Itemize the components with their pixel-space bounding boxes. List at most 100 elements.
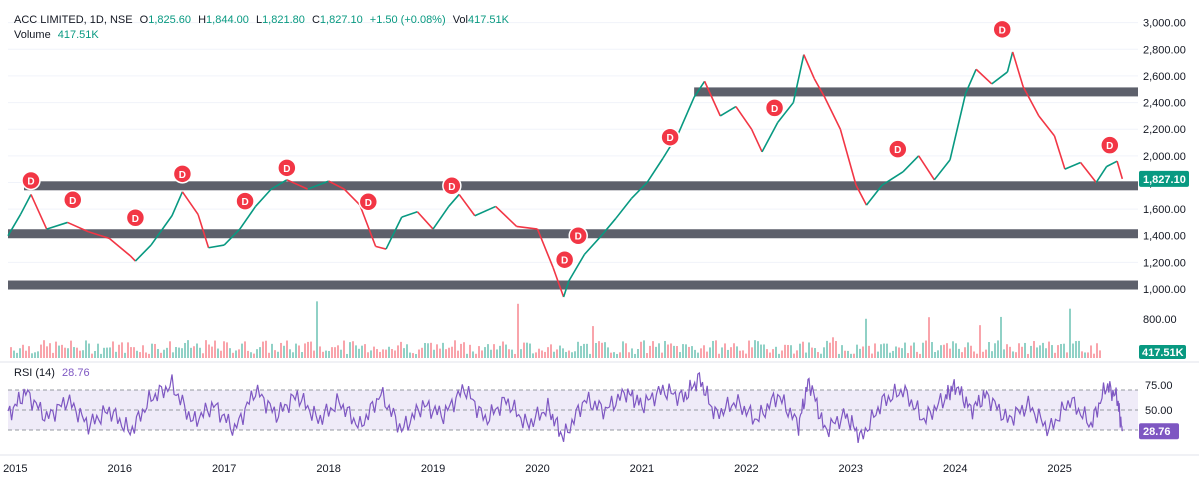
volume-bar xyxy=(208,344,210,358)
volume-bar xyxy=(217,348,219,358)
volume-bar xyxy=(544,351,546,358)
volume-bar xyxy=(343,340,345,358)
volume-bar xyxy=(187,340,189,358)
volume-bar xyxy=(175,347,177,358)
volume-bar xyxy=(1090,345,1092,358)
volume-bar xyxy=(538,348,540,358)
volume-bar xyxy=(868,345,870,358)
volume-bar xyxy=(589,353,591,358)
price-segment xyxy=(150,215,173,246)
volume-bar xyxy=(157,348,159,358)
volume-bar xyxy=(409,352,411,358)
dividend-marker-label: D xyxy=(561,256,568,267)
volume-bar xyxy=(916,351,918,358)
volume-bar xyxy=(1045,348,1047,358)
price-segment xyxy=(536,228,554,269)
volume-bar xyxy=(1015,352,1017,358)
dividend-marker-label: D xyxy=(69,196,76,207)
volume-bar xyxy=(694,349,696,358)
price-segment xyxy=(129,255,136,262)
volume-bar xyxy=(997,340,999,358)
dividend-marker xyxy=(125,208,146,228)
volume-bar xyxy=(436,344,438,358)
price-segment xyxy=(1011,51,1024,87)
price-band xyxy=(24,181,1138,191)
volume-bar xyxy=(646,353,648,358)
volume-bar xyxy=(682,344,684,358)
volume-bar xyxy=(838,353,840,358)
volume-bar xyxy=(472,351,474,358)
price-segment xyxy=(7,214,22,237)
volume-bar xyxy=(577,341,579,358)
volume-bar xyxy=(667,344,669,358)
volume-legend-label: Volume xyxy=(14,29,51,41)
volume-bar xyxy=(505,344,507,358)
dividend-marker-label: D xyxy=(1106,141,1113,152)
volume-bar xyxy=(805,352,807,358)
volume-bar xyxy=(856,344,858,358)
volume-bar xyxy=(154,343,156,358)
volume-bar xyxy=(1081,351,1083,358)
volume-bar xyxy=(1024,342,1026,358)
volume-bar xyxy=(232,352,234,358)
volume-bar xyxy=(976,353,978,358)
volume-bar xyxy=(523,342,525,358)
volume-bar xyxy=(346,353,348,358)
volume-bar xyxy=(121,342,123,358)
price-segment xyxy=(750,128,763,153)
volume-bar xyxy=(532,353,534,358)
volume-bar xyxy=(553,351,555,358)
price-segment xyxy=(495,205,518,228)
volume-readout: Vol417.51K xyxy=(453,14,509,26)
price-segment xyxy=(902,155,920,173)
volume-bar xyxy=(1087,352,1089,358)
high-value: 1,844.00 xyxy=(206,14,249,26)
volume-bar xyxy=(124,352,126,358)
volume-bar xyxy=(238,349,240,358)
volume-bar xyxy=(604,342,606,358)
volume-bar xyxy=(886,343,888,358)
volume-bar xyxy=(1093,353,1095,358)
volume-bar xyxy=(442,342,444,358)
volume-bar xyxy=(766,349,768,358)
volume-bar xyxy=(109,347,111,358)
low-label: L xyxy=(255,14,263,26)
volume-bar xyxy=(559,345,561,358)
price-segment xyxy=(385,216,403,250)
volume-bar xyxy=(463,342,465,358)
volume-bar xyxy=(70,340,72,358)
volume-bar xyxy=(913,342,915,358)
volume-bar xyxy=(391,348,393,358)
price-series xyxy=(7,51,1124,298)
price-segment xyxy=(615,197,633,219)
price-segment xyxy=(646,158,664,183)
price-segment xyxy=(719,105,737,117)
price-segment xyxy=(568,253,586,282)
time-tick-label: 2021 xyxy=(630,463,654,475)
price-segment xyxy=(1053,135,1066,170)
symbol-legend: ACC LIMITED, 1D, NSE O1,825.60 H1,844.00… xyxy=(14,14,513,26)
volume-bar xyxy=(601,342,603,358)
volume-bar xyxy=(61,344,63,358)
dividend-marker xyxy=(172,164,193,184)
volume-bar xyxy=(622,341,624,358)
volume-bar xyxy=(295,343,297,358)
volume-bar xyxy=(520,349,522,358)
volume-bar xyxy=(16,352,18,358)
dividend-marker-label: D xyxy=(448,182,455,193)
volume-bar xyxy=(880,344,882,358)
volume-bar xyxy=(64,347,66,358)
volume-bar xyxy=(103,347,105,358)
volume-bar xyxy=(739,350,741,358)
price-segment xyxy=(975,68,993,85)
volume-bar xyxy=(166,347,168,358)
volume-bar xyxy=(196,343,198,358)
volume-bar xyxy=(241,343,243,358)
volume-bar xyxy=(892,350,894,358)
volume-bar xyxy=(331,347,333,358)
time-tick-label: 2019 xyxy=(421,463,445,475)
volume-bar xyxy=(148,353,150,358)
price-segment xyxy=(735,106,753,130)
volume-bar xyxy=(823,347,825,358)
